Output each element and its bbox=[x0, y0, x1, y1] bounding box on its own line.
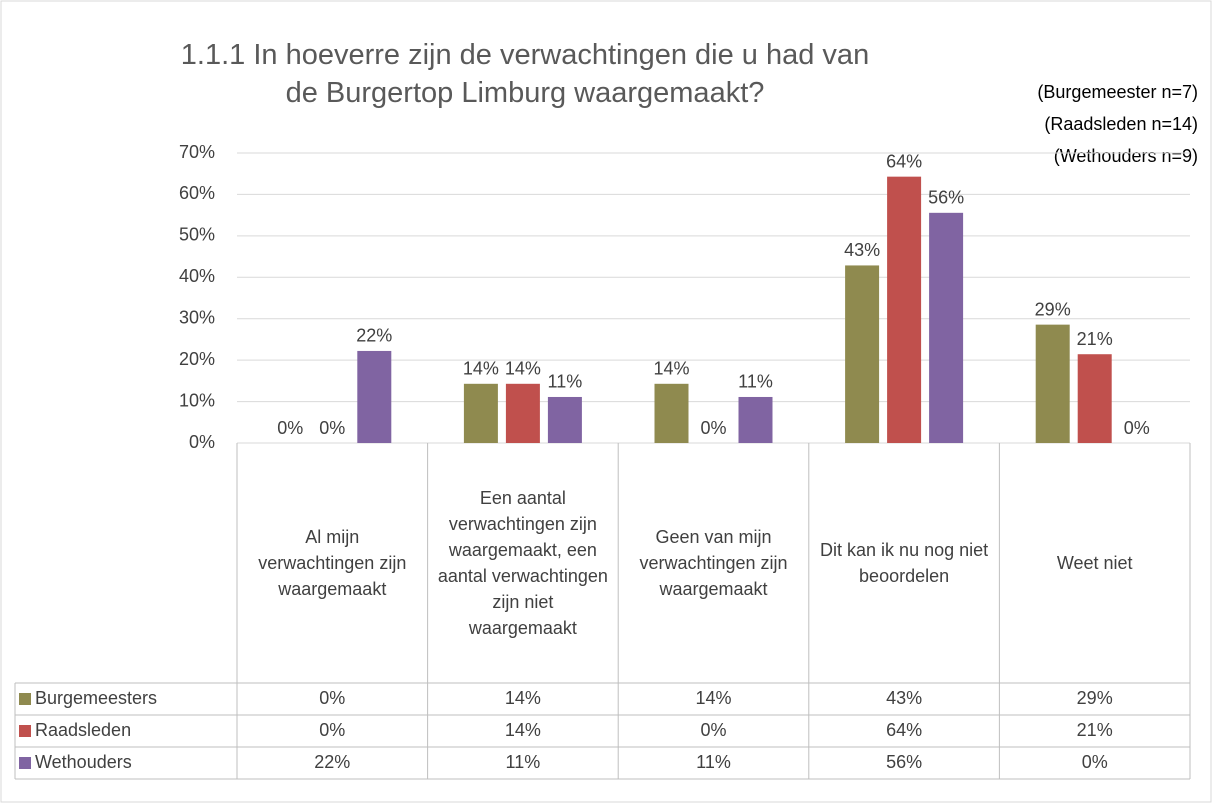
chart-title: 1.1.1 In hoeverre zijn de verwachtingen … bbox=[180, 39, 870, 109]
legend-key bbox=[19, 725, 31, 737]
data-label: 14% bbox=[463, 359, 499, 379]
y-tick-label: 50% bbox=[179, 225, 215, 245]
legend-label: Wethouders bbox=[35, 752, 132, 772]
data-label: 64% bbox=[886, 151, 922, 171]
y-tick-label: 10% bbox=[179, 390, 215, 410]
x-tick-label: Weet niet bbox=[1056, 553, 1133, 573]
data-label: 0% bbox=[277, 418, 303, 438]
y-tick-label: 20% bbox=[179, 349, 215, 369]
table-cell: 22% bbox=[314, 752, 350, 772]
bar bbox=[929, 212, 964, 443]
y-tick-label: 0% bbox=[189, 432, 215, 452]
table-cell: 56% bbox=[886, 752, 922, 772]
data-label: 0% bbox=[319, 418, 345, 438]
data-label: 14% bbox=[505, 359, 541, 379]
table-cell: 11% bbox=[696, 752, 731, 772]
data-label: 43% bbox=[844, 240, 880, 260]
data-label: 56% bbox=[928, 188, 964, 208]
x-tick-label: Al mijn verwachtingen zijn waargemaakt bbox=[258, 527, 407, 599]
x-tick-label: Een aantal verwachtingen zijn waargemaak… bbox=[437, 488, 608, 638]
y-tick-label: 70% bbox=[179, 142, 215, 162]
y-tick-label: 40% bbox=[179, 266, 215, 286]
data-label: 22% bbox=[356, 326, 392, 346]
annotation: (Raadsleden n=14) bbox=[1044, 114, 1198, 134]
table-cell: 64% bbox=[886, 720, 922, 740]
data-label: 14% bbox=[653, 359, 689, 379]
table-cell: 0% bbox=[700, 720, 726, 740]
bar bbox=[357, 350, 392, 443]
bar bbox=[654, 383, 689, 443]
legend-label: Burgemeesters bbox=[35, 688, 157, 708]
table-cell: 0% bbox=[319, 720, 345, 740]
bar bbox=[547, 396, 582, 443]
table-cell: 21% bbox=[1077, 720, 1113, 740]
x-tick-label: Dit kan ik nu nog niet beoordelen bbox=[820, 540, 989, 586]
table-cell: 11% bbox=[506, 752, 541, 772]
data-label: 29% bbox=[1035, 299, 1071, 319]
data-label: 21% bbox=[1077, 329, 1113, 349]
bar bbox=[505, 383, 540, 443]
annotation: (Wethouders n=9) bbox=[1054, 146, 1198, 166]
bar bbox=[887, 176, 922, 444]
table-cell: 29% bbox=[1077, 688, 1113, 708]
table-cell: 0% bbox=[1082, 752, 1108, 772]
bar bbox=[845, 265, 880, 443]
data-label: 11% bbox=[738, 372, 773, 392]
annotation: (Burgemeester n=7) bbox=[1037, 82, 1198, 102]
table-cell: 14% bbox=[695, 688, 731, 708]
data-label: 0% bbox=[700, 418, 726, 438]
data-label: 11% bbox=[548, 372, 583, 392]
table-cell: 0% bbox=[319, 688, 345, 708]
data-label: 0% bbox=[1124, 418, 1150, 438]
bar bbox=[738, 396, 773, 443]
y-tick-label: 60% bbox=[179, 183, 215, 203]
legend-key bbox=[19, 693, 31, 705]
bar bbox=[1077, 354, 1112, 443]
legend-label: Raadsleden bbox=[35, 720, 131, 740]
table-cell: 14% bbox=[505, 720, 541, 740]
legend-key bbox=[19, 757, 31, 769]
y-tick-label: 30% bbox=[179, 307, 215, 327]
table-cell: 43% bbox=[886, 688, 922, 708]
x-tick-label: Geen van mijn verwachtingen zijn waargem… bbox=[639, 527, 788, 599]
table-cell: 14% bbox=[505, 688, 541, 708]
bar bbox=[463, 383, 498, 443]
bar bbox=[1035, 324, 1070, 443]
